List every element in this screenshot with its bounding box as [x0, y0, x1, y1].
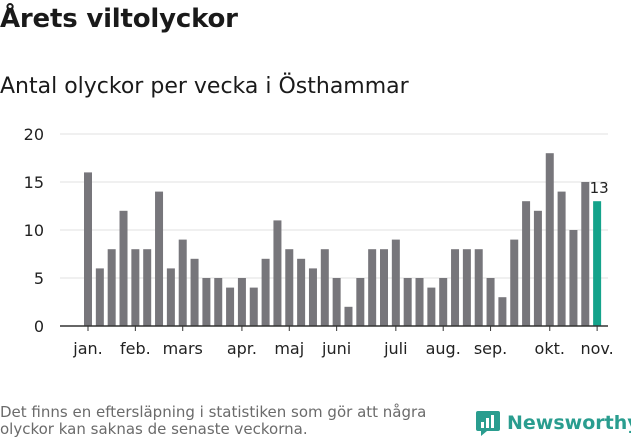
bar	[237, 278, 246, 326]
y-tick-label: 20	[24, 125, 44, 144]
bar	[178, 239, 187, 326]
bar	[403, 278, 412, 326]
bar	[308, 268, 317, 326]
bar	[320, 249, 329, 326]
brand-name: Newsworthy	[507, 412, 631, 434]
bar	[214, 278, 223, 326]
footnote: Det finns en eftersläpning i statistiken…	[0, 403, 427, 438]
data-label: 13	[590, 179, 609, 197]
bar	[486, 278, 495, 326]
bar	[510, 239, 519, 326]
bar	[166, 268, 175, 326]
bar	[285, 249, 294, 326]
bar	[557, 191, 566, 326]
x-tick-label: nov.	[580, 339, 613, 358]
bar	[427, 287, 436, 326]
x-tick-label: sep.	[474, 339, 507, 358]
bar	[368, 249, 377, 326]
bar	[415, 278, 424, 326]
bar	[380, 249, 388, 326]
bar	[391, 239, 400, 326]
y-tick-label: 0	[34, 317, 44, 336]
bar	[273, 220, 282, 326]
bar	[107, 249, 116, 326]
x-tick-label: juli	[383, 339, 407, 358]
bar	[344, 306, 353, 326]
y-tick-label: 5	[34, 269, 44, 288]
brand-logo[interactable]: Newsworthy	[475, 408, 631, 438]
bar	[131, 249, 140, 326]
x-tick-label: apr.	[227, 339, 257, 358]
bar	[119, 210, 128, 326]
bar	[581, 182, 590, 326]
x-tick-label: maj	[274, 339, 304, 358]
chart-title: Årets viltolyckor	[0, 4, 238, 34]
bar	[226, 287, 235, 326]
bar	[522, 201, 531, 326]
x-tick-label: jan.	[72, 339, 102, 358]
bar	[462, 249, 471, 326]
bar	[332, 278, 341, 326]
bar	[297, 258, 306, 326]
y-tick-label: 15	[24, 173, 44, 192]
bar-chart: 0 5 10 15 20 13 jan. feb. mars apr. maj juni juli aug…	[24, 125, 614, 358]
bar	[95, 268, 104, 326]
x-tick-label: juni	[321, 339, 351, 358]
y-tick-label: 10	[24, 221, 44, 240]
bar	[545, 153, 554, 326]
bar	[261, 258, 270, 326]
x-tick-label: mars	[163, 339, 203, 358]
x-tick-label: okt.	[535, 339, 565, 358]
bar	[439, 278, 448, 326]
newsworthy-logo-icon	[476, 411, 500, 436]
bar	[155, 191, 164, 326]
bar	[569, 230, 578, 326]
bar	[498, 297, 507, 326]
bar	[202, 278, 211, 326]
bar	[356, 278, 365, 326]
bar	[474, 249, 483, 326]
bar	[533, 210, 542, 326]
x-tick-label: feb.	[120, 339, 151, 358]
bar	[143, 249, 152, 326]
bar	[249, 287, 258, 326]
bar	[190, 258, 199, 326]
highlight-bar	[593, 201, 602, 326]
x-tick-label: aug.	[426, 339, 461, 358]
chart-subtitle: Antal olyckor per vecka i Östhammar	[0, 74, 409, 99]
bar	[451, 249, 460, 326]
bar	[84, 172, 92, 326]
